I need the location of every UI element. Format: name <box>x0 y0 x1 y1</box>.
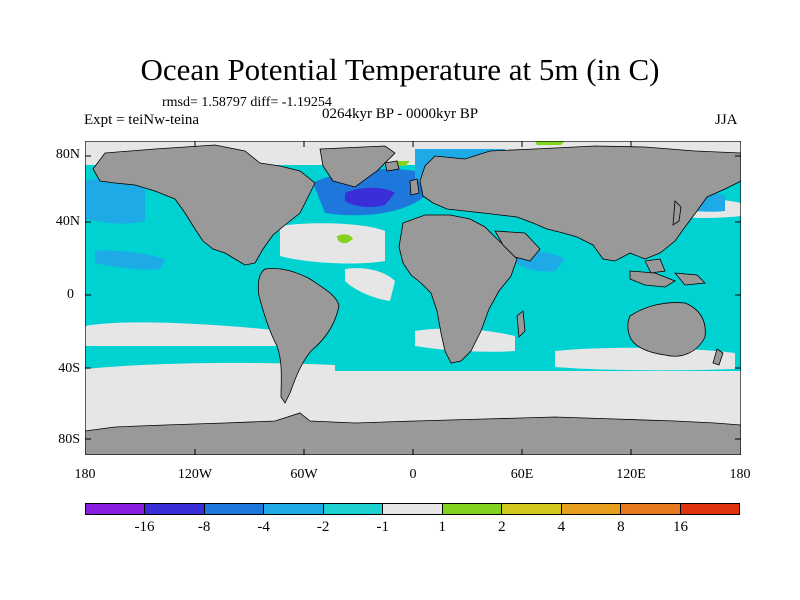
colorbar-label: -4 <box>257 519 270 535</box>
land-greenland <box>319 145 396 188</box>
land-new-guinea <box>674 272 706 286</box>
world-map <box>85 141 741 455</box>
lon-tick-label: 120W <box>177 467 213 482</box>
land-africa <box>398 214 518 364</box>
colorbar-label: 1 <box>438 519 447 535</box>
colorbar <box>85 503 740 515</box>
colorbar-label: 16 <box>672 519 688 535</box>
lon-tick-label: 180 <box>729 467 751 482</box>
colorbar-label: 8 <box>617 519 625 535</box>
lon-tick-label: 180 <box>74 467 96 482</box>
colorbar-swatch <box>204 504 265 514</box>
land-south-america <box>257 268 340 404</box>
period-label: 0264kyr BP - 0000kyr BP <box>322 106 479 122</box>
colorbar-label: 2 <box>498 519 506 535</box>
colorbar-swatch <box>145 504 205 514</box>
lon-tick-label: 120E <box>616 467 646 482</box>
experiment-label: Expt = teiNw-teina <box>84 112 200 128</box>
colorbar-swatch <box>442 504 503 514</box>
map-ticks <box>85 141 741 455</box>
land-sea-islands <box>629 270 676 288</box>
stats-text: rmsd= 1.58797 diff= -1.19254 <box>162 95 332 110</box>
land-arabia <box>494 230 541 262</box>
season-label: JJA <box>715 112 738 128</box>
land-eurasia <box>419 145 741 262</box>
land-north-america <box>92 144 316 266</box>
land-antarctica <box>85 412 741 455</box>
lat-tick-label: 40S <box>58 361 80 376</box>
colorbar-swatch <box>561 504 622 514</box>
lat-tick-label: 80N <box>55 147 80 162</box>
land-iceland <box>384 160 400 172</box>
colorbar-swatch <box>680 504 739 514</box>
colorbar-swatch <box>383 504 443 514</box>
land-uk <box>409 178 420 196</box>
lat-tick-label: 40N <box>55 214 80 229</box>
colorbar-swatch <box>86 504 146 514</box>
colorbar-label: 4 <box>557 519 566 535</box>
land-borneo <box>644 258 666 274</box>
lon-tick-label: 0 <box>409 467 417 482</box>
lat-tick-label: 0 <box>67 287 74 302</box>
colorbar-label: -2 <box>316 519 330 535</box>
land-masses <box>85 144 741 455</box>
lat-tick-label: 80S <box>58 432 80 447</box>
land-australia <box>627 302 706 357</box>
map-title: Ocean Potential Temperature at 5m (in C) <box>140 52 660 87</box>
land-new-zealand <box>712 348 724 366</box>
colorbar-label: -16 <box>134 519 155 535</box>
land-madagascar <box>516 310 526 338</box>
colorbar-swatch <box>264 504 324 514</box>
land-japan <box>672 200 682 226</box>
colorbar-swatch <box>621 504 681 514</box>
lon-tick-label: 60W <box>290 467 318 482</box>
colorbar-swatch <box>502 504 562 514</box>
colorbar-swatch <box>323 504 384 514</box>
colorbar-label: -1 <box>376 519 389 535</box>
colorbar-label: -8 <box>197 519 211 535</box>
lon-tick-label: 60E <box>510 467 534 482</box>
